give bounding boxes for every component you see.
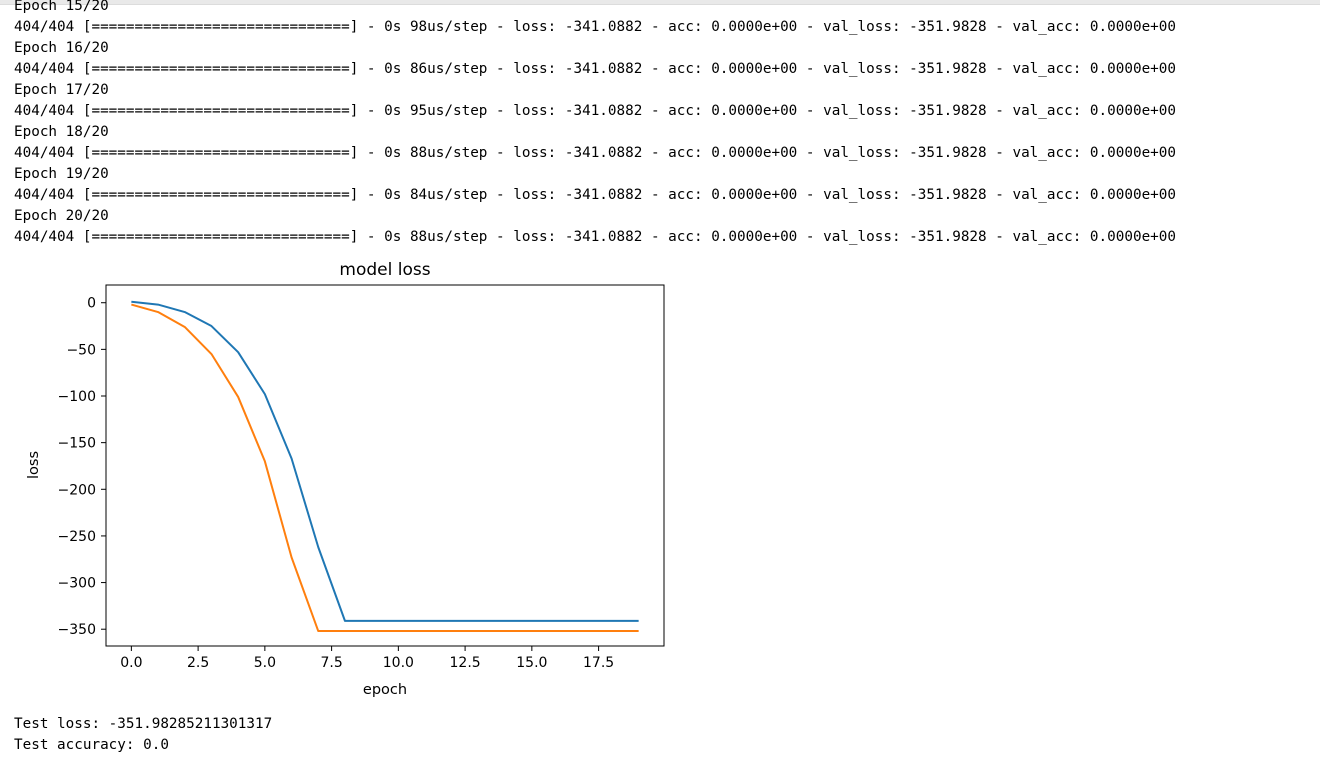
log-line: 404/404 [==============================]… bbox=[14, 103, 1177, 119]
series-line-0 bbox=[131, 300, 639, 622]
test-accuracy-line: Test accuracy: 0.0 bbox=[14, 737, 169, 753]
plot-frame bbox=[105, 284, 665, 647]
log-line: 404/404 [==============================]… bbox=[14, 229, 1177, 245]
y-tick-label: 0 bbox=[87, 296, 96, 312]
x-tick-label: 2.5 bbox=[187, 655, 209, 671]
x-tick-label: 15.0 bbox=[516, 655, 547, 671]
x-axis-title: epoch bbox=[363, 682, 407, 698]
x-tick-label: 7.5 bbox=[320, 655, 342, 671]
log-line: 404/404 [==============================]… bbox=[14, 61, 1177, 77]
x-tick-label: 10.0 bbox=[383, 655, 414, 671]
y-tick-label: −350 bbox=[58, 622, 96, 638]
x-tick-label: 12.5 bbox=[450, 655, 481, 671]
log-line: Epoch 15/20 bbox=[14, 0, 109, 14]
test-results: Test loss: -351.98285211301317 Test accur… bbox=[14, 714, 272, 756]
series-layer bbox=[131, 300, 639, 633]
y-tick-label: −100 bbox=[58, 389, 96, 405]
x-tick-label: 5.0 bbox=[254, 655, 276, 671]
y-axis-title: loss bbox=[26, 451, 42, 479]
loss-chart: model loss 0.0 2.5 5.0 7.5 10.0 12.5 15.0 17.50… bbox=[26, 260, 665, 698]
training-log: Epoch 15/20 404/404 [====================… bbox=[14, 0, 1176, 248]
log-line: Epoch 16/20 bbox=[14, 40, 109, 56]
cell-top-border bbox=[0, 0, 1320, 5]
y-tick-label: −250 bbox=[58, 529, 96, 545]
log-line: 404/404 [==============================]… bbox=[14, 19, 1177, 35]
x-tick-label: 17.5 bbox=[583, 655, 614, 671]
log-line: Epoch 20/20 bbox=[14, 208, 109, 224]
tick-layer: 0.0 2.5 5.0 7.5 10.0 12.5 15.0 17.5 0 −50 −100 −150… bbox=[58, 296, 615, 671]
y-tick-label: −150 bbox=[58, 436, 96, 452]
log-line: 404/404 [==============================]… bbox=[14, 187, 1177, 203]
log-line: Epoch 17/20 bbox=[14, 82, 109, 98]
chart-title: model loss bbox=[339, 260, 430, 280]
y-tick-label: −300 bbox=[58, 576, 96, 592]
test-loss-line: Test loss: -351.98285211301317 bbox=[14, 716, 273, 732]
log-line: Epoch 19/20 bbox=[14, 166, 109, 182]
y-tick-label: −200 bbox=[58, 482, 96, 498]
log-line: Epoch 18/20 bbox=[14, 124, 109, 140]
log-line: 404/404 [==============================]… bbox=[14, 145, 1177, 161]
x-tick-label: 0.0 bbox=[120, 655, 142, 671]
series-line-1 bbox=[131, 303, 639, 633]
y-tick-label: −50 bbox=[66, 342, 96, 358]
